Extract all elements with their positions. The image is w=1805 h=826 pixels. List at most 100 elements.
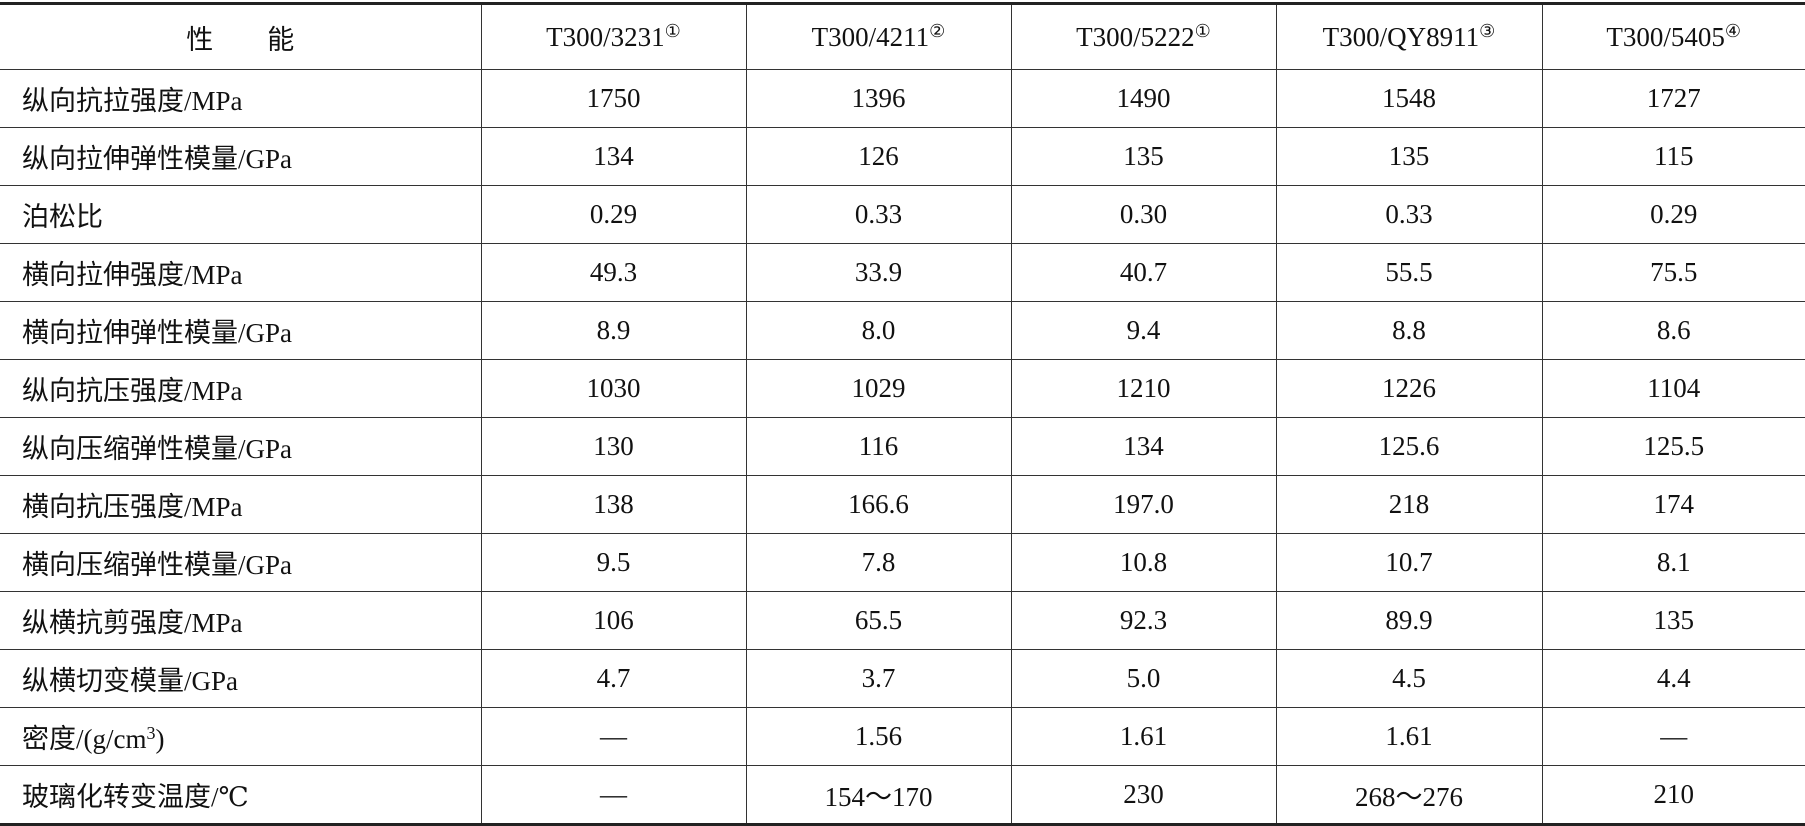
value-cell: 138 bbox=[480, 475, 747, 534]
value-cell: 1548 bbox=[1275, 69, 1543, 128]
value-cell: 134 bbox=[1010, 417, 1277, 476]
table-row: 纵向抗拉强度/MPa 1750 1396 1490 1548 1727 bbox=[0, 69, 1805, 128]
value-cell: 8.8 bbox=[1275, 301, 1543, 360]
value-cell: 0.33 bbox=[745, 185, 1012, 244]
property-cell: 玻璃化转变温度/℃ bbox=[0, 765, 482, 826]
value-cell: 92.3 bbox=[1010, 591, 1277, 650]
value-cell: 1750 bbox=[480, 69, 747, 128]
value-cell: 4.4 bbox=[1541, 649, 1805, 708]
header-cell: T300/4211② bbox=[745, 2, 1012, 70]
value-cell: 135 bbox=[1275, 127, 1543, 186]
table-row: 玻璃化转变温度/℃ —154～170 230 268～276 210 bbox=[0, 765, 1805, 826]
value-cell: 134 bbox=[480, 127, 747, 186]
value-cell: 9.5 bbox=[480, 533, 747, 592]
value-cell: 154～170 bbox=[745, 765, 1012, 826]
value-cell: 174 bbox=[1541, 475, 1805, 534]
header-cell: 性 能 bbox=[0, 2, 482, 70]
table-row: 横向压缩弹性模量/GPa 9.5 7.8 10.8 10.7 8.1 bbox=[0, 533, 1805, 592]
property-cell: 泊松比 bbox=[0, 185, 482, 244]
value-cell: 1727 bbox=[1541, 69, 1805, 128]
value-cell: 218 bbox=[1275, 475, 1543, 534]
table-row: 纵向压缩弹性模量/GPa 130 116 134 125.6 125.5 bbox=[0, 417, 1805, 476]
value-cell: 0.29 bbox=[480, 185, 747, 244]
value-cell: 75.5 bbox=[1541, 243, 1805, 302]
property-sup: 3 bbox=[146, 723, 156, 743]
column-note: ④ bbox=[1724, 21, 1742, 41]
value-cell: 197.0 bbox=[1010, 475, 1277, 534]
property-cell: 纵横切变模量/GPa bbox=[0, 649, 482, 708]
value-cell: 4.7 bbox=[480, 649, 747, 708]
property-cell: 横向压缩弹性模量/GPa bbox=[0, 533, 482, 592]
property-cell: 密度/(g/cm3) bbox=[0, 707, 482, 766]
value-cell: 40.7 bbox=[1010, 243, 1277, 302]
value-cell: 1.61 bbox=[1275, 707, 1543, 766]
value-cell: 0.29 bbox=[1541, 185, 1805, 244]
table-row: 纵向拉伸弹性模量/GPa 134 126 135 135 115 bbox=[0, 127, 1805, 186]
value-cell: 89.9 bbox=[1275, 591, 1543, 650]
header-cell: T300/5405④ bbox=[1541, 2, 1805, 70]
value-cell: 33.9 bbox=[745, 243, 1012, 302]
column-note: ① bbox=[664, 21, 681, 41]
value-cell: 1104 bbox=[1541, 359, 1805, 418]
value-cell: 8.0 bbox=[745, 301, 1012, 360]
value-cell: 126 bbox=[745, 127, 1012, 186]
value-cell: 1.56 bbox=[745, 707, 1012, 766]
property-cell: 纵向抗压强度/MPa bbox=[0, 359, 482, 418]
table-row: 横向抗压强度/MPa 138 166.6 197.0 218 174 bbox=[0, 475, 1805, 534]
value-cell: 210 bbox=[1541, 765, 1805, 826]
value-cell: 116 bbox=[745, 417, 1012, 476]
value-cell: 5.0 bbox=[1010, 649, 1277, 708]
column-name: T300/5222 bbox=[1076, 22, 1195, 52]
property-cell: 横向抗压强度/MPa bbox=[0, 475, 482, 534]
header-cell: T300/5222① bbox=[1010, 2, 1277, 70]
property-cell: 纵向拉伸弹性模量/GPa bbox=[0, 127, 482, 186]
value-cell: 10.7 bbox=[1275, 533, 1543, 592]
value-cell: 9.4 bbox=[1010, 301, 1277, 360]
column-name: T300/QY8911 bbox=[1322, 22, 1480, 52]
value-cell: 1396 bbox=[745, 69, 1012, 128]
value-cell: 8.6 bbox=[1541, 301, 1805, 360]
table-row: 纵向抗压强度/MPa 1030 1029 1210 1226 1104 bbox=[0, 359, 1805, 418]
value-cell: 166.6 bbox=[745, 475, 1012, 534]
value-cell: 1490 bbox=[1010, 69, 1277, 128]
value-cell: — bbox=[480, 765, 747, 826]
table-row: 泊松比 0.29 0.33 0.30 0.33 0.29 bbox=[0, 185, 1805, 244]
value-cell: 4.5 bbox=[1275, 649, 1543, 708]
column-name: T300/5405 bbox=[1606, 22, 1725, 52]
value-cell: 0.30 bbox=[1010, 185, 1277, 244]
value-cell: 125.6 bbox=[1275, 417, 1543, 476]
value-cell: 49.3 bbox=[480, 243, 747, 302]
column-name: T300/4211 bbox=[811, 22, 930, 52]
value-cell: 1.61 bbox=[1010, 707, 1277, 766]
header-row: 性 能 T300/3231① T300/4211② T300/5222① T300/QY… bbox=[0, 2, 1805, 70]
table-row: 横向拉伸弹性模量/GPa 8.9 8.0 9.4 8.8 8.6 bbox=[0, 301, 1805, 360]
value-cell: 1030 bbox=[480, 359, 747, 418]
value-cell: 268～276 bbox=[1275, 765, 1543, 826]
value-cell: 1226 bbox=[1275, 359, 1543, 418]
value-cell: 135 bbox=[1541, 591, 1805, 650]
value-cell: 10.8 bbox=[1010, 533, 1277, 592]
header-cell: T300/3231① bbox=[480, 2, 747, 70]
property-cell: 纵横抗剪强度/MPa bbox=[0, 591, 482, 650]
value-cell: 1029 bbox=[745, 359, 1012, 418]
column-note: ② bbox=[929, 21, 946, 41]
value-cell: 1210 bbox=[1010, 359, 1277, 418]
property-cell: 纵向抗拉强度/MPa bbox=[0, 69, 482, 128]
value-cell: 130 bbox=[480, 417, 747, 476]
value-cell: 230 bbox=[1010, 765, 1277, 826]
column-note: ① bbox=[1194, 21, 1211, 41]
column-note: ③ bbox=[1479, 21, 1496, 41]
value-cell: 65.5 bbox=[745, 591, 1012, 650]
value-cell: 7.8 bbox=[745, 533, 1012, 592]
value-cell: — bbox=[1541, 707, 1805, 766]
table-row: 横向拉伸强度/MPa 49.3 33.9 40.7 55.5 75.5 bbox=[0, 243, 1805, 302]
property-text: 密度/(g/cm bbox=[22, 724, 147, 754]
value-cell: 135 bbox=[1010, 127, 1277, 186]
value-cell: 0.33 bbox=[1275, 185, 1543, 244]
table-row: 纵横抗剪强度/MPa 106 65.5 92.3 89.9 135 bbox=[0, 591, 1805, 650]
property-tail: ) bbox=[155, 724, 165, 754]
property-cell: 纵向压缩弹性模量/GPa bbox=[0, 417, 482, 476]
value-cell: 106 bbox=[480, 591, 747, 650]
